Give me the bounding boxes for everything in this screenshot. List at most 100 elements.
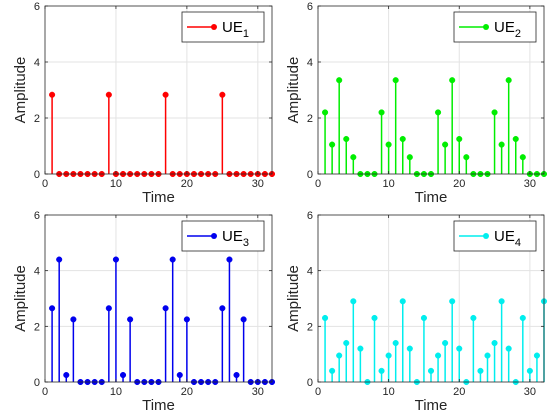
stem-marker (169, 256, 176, 263)
stem-marker (456, 135, 463, 143)
axes-frame (317, 214, 545, 383)
y-axis-label: Amplitude (285, 57, 302, 124)
y-tick-label: 2 (307, 321, 313, 333)
stem-marker (105, 91, 112, 98)
stem-marker (343, 339, 350, 347)
legend: UE4 (453, 220, 537, 252)
series-stems (49, 256, 276, 386)
x-axis-label: Time (415, 397, 448, 414)
legend: UE1 (181, 11, 265, 43)
stem-marker (385, 352, 392, 359)
stem-marker (336, 77, 343, 84)
stem-marker (491, 339, 498, 347)
stem-marker (350, 154, 357, 161)
x-tick-label: 30 (252, 178, 264, 190)
stem-marker (519, 314, 526, 322)
y-tick-label: 6 (307, 210, 313, 222)
legend-swatch-marker (211, 24, 217, 30)
stem-marker (406, 154, 413, 161)
stem-marker (70, 316, 77, 323)
stem-marker (336, 352, 343, 359)
stem-marker (63, 371, 70, 379)
stem-marker (470, 314, 477, 322)
stem-marker (498, 298, 505, 305)
x-tick-label: 10 (383, 386, 395, 398)
stem-marker (456, 345, 463, 352)
x-tick-label: 0 (42, 178, 48, 190)
x-tick-label: 10 (383, 178, 395, 190)
stem-marker (519, 154, 526, 161)
y-tick-label: 0 (34, 169, 40, 181)
stem-marker (112, 256, 119, 263)
stem-marker (183, 316, 190, 323)
axes-frame (44, 214, 273, 383)
y-tick-label: 2 (34, 321, 40, 333)
stem-marker (49, 305, 56, 312)
x-tick-label: 30 (524, 386, 536, 398)
stem-marker (491, 109, 498, 116)
x-axis-label: Time (142, 189, 175, 206)
legend: UE2 (453, 11, 537, 43)
y-tick-label: 0 (307, 377, 313, 389)
legend-label: UE4 (494, 228, 521, 249)
stem-marker (435, 352, 442, 359)
x-tick-label: 0 (42, 386, 48, 398)
stem-marker (233, 371, 240, 379)
stem-marker (219, 305, 226, 312)
stem-marker (505, 345, 512, 352)
stem-marker (329, 141, 336, 148)
stem-marker (512, 135, 519, 143)
stem-marker (392, 77, 399, 84)
chart-panel-1: 0 10 20 30 0 2 4 6 Time Amplitude UE1 (12, 1, 276, 206)
stem-marker (162, 305, 169, 312)
y-tick-label: 0 (34, 377, 40, 389)
stem-marker (371, 314, 378, 322)
stem-marker (378, 109, 385, 116)
stem-marker (477, 367, 484, 374)
y-tick-label: 0 (307, 169, 313, 181)
x-tick-label: 10 (110, 178, 122, 190)
y-tick-label: 6 (307, 1, 313, 13)
y-tick-label: 6 (34, 210, 40, 222)
stem-marker (498, 141, 505, 148)
stem-marker (322, 314, 329, 322)
y-tick-label: 2 (34, 113, 40, 125)
legend-swatch-marker (483, 233, 489, 239)
y-tick-label: 4 (34, 57, 40, 69)
y-axis-label: Amplitude (12, 57, 29, 124)
stem-marker (226, 256, 233, 263)
x-tick-label: 20 (181, 386, 193, 398)
x-tick-label: 30 (252, 386, 264, 398)
x-tick-label: 20 (453, 386, 465, 398)
stem-marker (357, 345, 364, 352)
axes-frame (317, 5, 545, 175)
y-tick-label: 6 (34, 1, 40, 13)
stem-marker (240, 316, 247, 323)
chart-panel-2: 0 10 20 30 0 2 4 6 Time Amplitude UE2 (285, 1, 548, 206)
x-tick-label: 20 (181, 178, 193, 190)
axes-frame (44, 5, 273, 175)
chart-panel-4: 0 10 20 30 0 2 4 6 Time Amplitude UE4 (285, 210, 548, 414)
stem-marker (350, 298, 357, 305)
stem-marker (219, 91, 226, 98)
x-tick-label: 30 (524, 178, 536, 190)
stem-marker (162, 91, 169, 98)
stem-marker (127, 316, 134, 323)
y-tick-label: 4 (307, 266, 313, 278)
x-tick-label: 0 (315, 178, 321, 190)
stem-marker (449, 77, 456, 84)
stem-marker (463, 154, 470, 161)
stem-marker (322, 109, 329, 116)
stem-marker (343, 135, 350, 143)
stem-marker (484, 352, 491, 359)
legend-label: UE3 (222, 228, 249, 249)
y-tick-label: 4 (307, 57, 313, 69)
stem-marker (505, 77, 512, 84)
stem-marker (449, 298, 456, 305)
y-tick-label: 2 (307, 113, 313, 125)
stem-marker (56, 256, 63, 263)
stem-marker (176, 371, 183, 379)
x-axis-label: Time (415, 189, 448, 206)
stem-marker (392, 339, 399, 347)
x-axis-label: Time (142, 397, 175, 414)
